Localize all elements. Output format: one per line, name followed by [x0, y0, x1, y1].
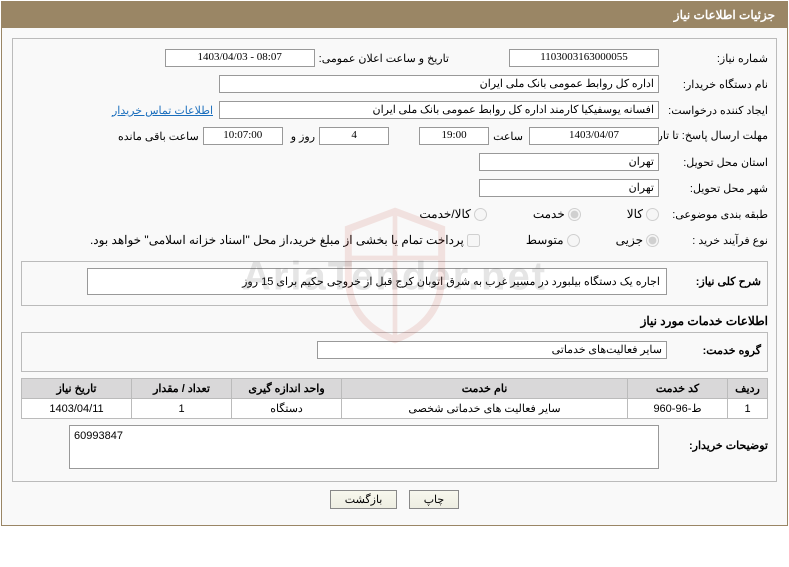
radio-medium[interactable]	[567, 234, 580, 247]
td-row: 1	[728, 399, 768, 419]
row-buyer-org: نام دستگاه خریدار: اداره کل روابط عمومی …	[21, 73, 768, 95]
need-desc-label: شرح کلی نیاز:	[671, 275, 761, 288]
th-date: تاریخ نیاز	[22, 379, 132, 399]
row-need-desc: شرح کلی نیاز: اجاره یک دستگاه بیلبورد در…	[28, 268, 761, 295]
radio-partial-label: جزیی	[616, 233, 643, 247]
announce-date-label: تاریخ و ساعت اعلان عمومی:	[319, 52, 449, 65]
print-button[interactable]: چاپ	[409, 490, 460, 509]
province-value: تهران	[479, 153, 659, 171]
back-button[interactable]: بازگشت	[330, 490, 398, 509]
requester-label: ایجاد کننده درخواست:	[663, 104, 768, 117]
purchase-type-radios: جزیی متوسط پرداخت تمام یا بخشی از مبلغ خ…	[90, 233, 659, 247]
deadline-time-label: ساعت	[493, 130, 523, 143]
row-requester: ایجاد کننده درخواست: افسانه یوسفیکیا کار…	[21, 99, 768, 121]
announce-date-value: 1403/04/03 - 08:07	[165, 49, 315, 67]
buyer-org-value: اداره کل روابط عمومی بانک ملی ایران	[219, 75, 659, 93]
row-province: استان محل تحویل: تهران	[21, 151, 768, 173]
row-purchase-type: نوع فرآیند خرید : جزیی متوسط پرداخت تما	[21, 229, 768, 251]
row-city: شهر محل تحویل: تهران	[21, 177, 768, 199]
row-service-group: گروه خدمت: سایر فعالیت‌های خدماتی	[28, 339, 761, 361]
checkbox-payment-note[interactable]	[467, 234, 480, 247]
radio-goods-label: کالا	[627, 207, 643, 221]
buyer-org-label: نام دستگاه خریدار:	[663, 78, 768, 91]
table-row: 1 ط-96-960 سایر فعالیت های خدماتی شخصی د…	[22, 399, 768, 419]
remaining-days-value: 4	[319, 127, 389, 145]
need-desc-fieldset: شرح کلی نیاز: اجاره یک دستگاه بیلبورد در…	[21, 261, 768, 306]
service-table: ردیف کد خدمت نام خدمت واحد اندازه گیری ت…	[21, 378, 768, 419]
deadline-date-value: 1403/04/07	[529, 127, 659, 145]
city-value: تهران	[479, 179, 659, 197]
deadline-time-value: 19:00	[419, 127, 489, 145]
row-buyer-notes: توضیحات خریدار: 60993847	[21, 425, 768, 469]
need-desc-value: اجاره یک دستگاه بیلبورد در مسیر غرب به ش…	[87, 268, 667, 295]
buyer-contact-link[interactable]: اطلاعات تماس خریدار	[112, 104, 213, 117]
radio-partial[interactable]	[646, 234, 659, 247]
radio-goods[interactable]	[646, 208, 659, 221]
remaining-days-label: روز و	[291, 130, 315, 143]
subject-class-label: طبقه بندی موضوعی:	[663, 208, 768, 221]
content-wrapper: AriaTender.net شماره نیاز: 1103003163000…	[2, 28, 787, 525]
payment-note-text: پرداخت تمام یا بخشی از مبلغ خرید،از محل …	[90, 233, 464, 247]
panel-title: جزئیات اطلاعات نیاز	[674, 8, 775, 22]
city-label: شهر محل تحویل:	[663, 182, 768, 195]
td-code: ط-96-960	[628, 399, 728, 419]
province-label: استان محل تحویل:	[663, 156, 768, 169]
service-group-value: سایر فعالیت‌های خدماتی	[317, 341, 667, 359]
td-unit: دستگاه	[232, 399, 342, 419]
deadline-label: مهلت ارسال پاسخ: تا تاریخ:	[663, 131, 768, 142]
panel-header: جزئیات اطلاعات نیاز	[2, 2, 787, 28]
td-date: 1403/04/11	[22, 399, 132, 419]
row-subject-class: طبقه بندی موضوعی: کالا خدمت کالا/خدمت	[21, 203, 768, 225]
td-qty: 1	[132, 399, 232, 419]
radio-medium-label: متوسط	[526, 233, 564, 247]
buyer-notes-value: 60993847	[69, 425, 659, 469]
remaining-time-label: ساعت باقی مانده	[118, 130, 199, 143]
th-qty: تعداد / مقدار	[132, 379, 232, 399]
remaining-time-value: 10:07:00	[203, 127, 283, 145]
radio-service-label: خدمت	[533, 207, 565, 221]
service-group-fieldset: گروه خدمت: سایر فعالیت‌های خدماتی	[21, 332, 768, 372]
requester-value: افسانه یوسفیکیا کارمند اداره کل روابط عم…	[219, 101, 659, 119]
radio-goods-service[interactable]	[474, 208, 487, 221]
radio-goods-service-label: کالا/خدمت	[419, 207, 470, 221]
th-unit: واحد اندازه گیری	[232, 379, 342, 399]
table-header-row: ردیف کد خدمت نام خدمت واحد اندازه گیری ت…	[22, 379, 768, 399]
th-code: کد خدمت	[628, 379, 728, 399]
purchase-type-label: نوع فرآیند خرید :	[663, 234, 768, 247]
row-need-number: شماره نیاز: 1103003163000055 تاریخ و ساع…	[21, 47, 768, 69]
need-number-value: 1103003163000055	[509, 49, 659, 67]
service-group-label: گروه خدمت:	[671, 344, 761, 357]
button-row: چاپ بازگشت	[12, 482, 777, 515]
main-container: جزئیات اطلاعات نیاز AriaTender.net شماره…	[1, 1, 788, 526]
th-name: نام خدمت	[342, 379, 628, 399]
services-info-title: اطلاعات خدمات مورد نیاز	[21, 314, 768, 328]
td-name: سایر فعالیت های خدماتی شخصی	[342, 399, 628, 419]
main-fieldset: شماره نیاز: 1103003163000055 تاریخ و ساع…	[12, 38, 777, 482]
radio-service[interactable]	[568, 208, 581, 221]
row-deadline: مهلت ارسال پاسخ: تا تاریخ: 1403/04/07 سا…	[21, 125, 768, 147]
need-number-label: شماره نیاز:	[663, 52, 768, 65]
buyer-notes-label: توضیحات خریدار:	[663, 425, 768, 452]
subject-class-radios: کالا خدمت کالا/خدمت	[419, 207, 659, 221]
th-row: ردیف	[728, 379, 768, 399]
